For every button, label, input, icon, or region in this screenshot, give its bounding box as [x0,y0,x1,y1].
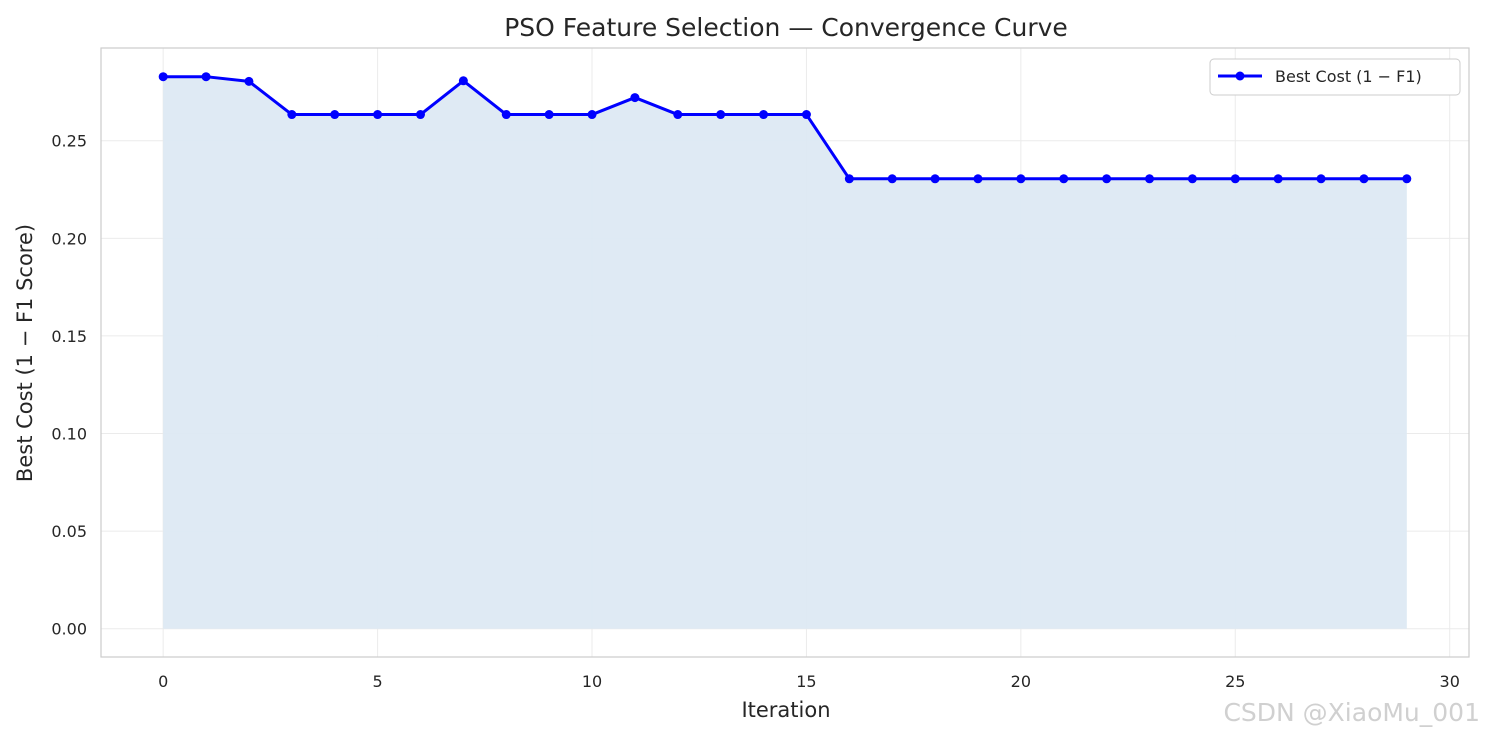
x-tick-label: 20 [1011,672,1031,691]
data-point [458,76,468,86]
plot-frame-border [100,47,1470,658]
legend-entry-best-cost: Best Cost (1 − F1) [1275,67,1422,86]
data-point [801,110,811,120]
x-tick-label: 5 [373,672,383,691]
data-point [1230,174,1240,184]
y-axis-ticks: 0.00 0.05 0.10 0.15 0.20 0.25 [51,132,87,639]
plot-frame [100,47,1470,658]
legend-box [1209,58,1461,96]
data-point [587,110,597,120]
data-point [1316,174,1326,184]
x-tick-label: 15 [796,672,816,691]
data-point [1187,174,1197,184]
data-point [158,72,168,82]
series-layer [158,72,1412,184]
data-point [973,174,983,184]
data-point [1102,174,1112,184]
chart-title: PSO Feature Selection — Convergence Curv… [504,13,1068,42]
y-axis-label: Best Cost (1 − F1 Score) [13,224,37,482]
x-tick-label: 25 [1225,672,1245,691]
y-tick-label: 0.15 [51,327,87,346]
data-point [544,110,554,120]
y-tick-label: 0.20 [51,229,87,248]
data-point [1016,174,1026,184]
y-tick-label: 0.05 [51,522,87,541]
data-point [415,110,425,120]
watermark: CSDN @XiaoMu_001 [1223,698,1480,727]
data-point [930,174,940,184]
legend: Best Cost (1 − F1) [1209,58,1461,96]
data-point [1145,174,1155,184]
data-point [373,110,383,120]
legend-marker-swatch [1235,71,1245,81]
data-point [1273,174,1283,184]
area-fill [163,76,1407,629]
data-point [844,174,854,184]
y-tick-label: 0.00 [51,620,87,639]
data-point [673,110,683,120]
x-tick-label: 30 [1440,672,1460,691]
x-axis-ticks: 0 5 10 15 20 25 30 [158,672,1460,691]
data-point [201,72,211,82]
series-line-best-cost [163,75,1407,181]
data-point [244,76,254,86]
data-point [716,110,726,120]
data-point [501,110,511,120]
y-tick-label: 0.10 [51,425,87,444]
y-tick-label: 0.25 [51,132,87,151]
series-area-fill [163,76,1407,629]
data-point [1059,174,1069,184]
data-point [1359,174,1369,184]
x-tick-label: 10 [582,672,602,691]
x-axis-label: Iteration [741,698,830,722]
data-point [287,110,297,120]
data-point [630,93,640,103]
data-point [330,110,340,120]
x-tick-label: 0 [158,672,168,691]
data-point [887,174,897,184]
data-point [1402,174,1412,184]
data-point [759,110,769,120]
